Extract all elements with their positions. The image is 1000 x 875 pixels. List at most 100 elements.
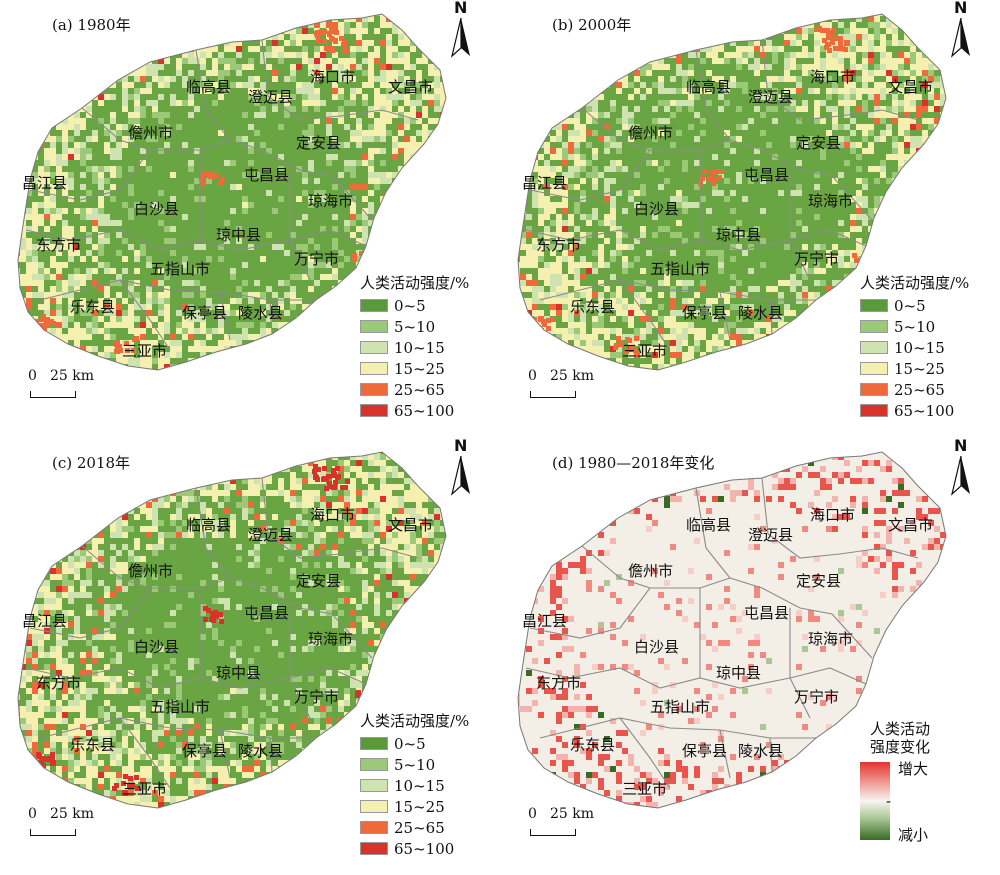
legend-label: 25~65 [394, 818, 445, 837]
change-mid-label: - [886, 792, 892, 810]
legend-swatch [360, 779, 388, 792]
scale-distance: 25 km [550, 368, 595, 384]
panel-title: (d) 1980—2018年变化 [552, 454, 715, 472]
scale-line [30, 829, 76, 836]
panel-title: (a) 1980年 [52, 16, 131, 34]
scale-bar: 0 25 km [526, 368, 596, 408]
map-panel-2: (b) 2000年 临高县 澄迈县 海口市 文昌市 儋州市 定安县 屯昌县 昌江县 琼海市 白沙县琼… [500, 0, 1000, 437]
legend-swatch [360, 383, 388, 396]
legend-item: 65~100 [860, 400, 969, 421]
scale-bar: 0 25 km [26, 806, 96, 846]
place-label: 琼海市 [308, 192, 354, 210]
legend-item: 65~100 [360, 838, 469, 859]
scale-bar: 0 25 km [26, 368, 96, 408]
place-label: 三亚市 [122, 342, 168, 360]
place-label: 昌江县 [22, 174, 68, 192]
place-label: 屯昌县 [244, 604, 290, 622]
place-label: 保亭县 [682, 742, 728, 760]
scale-zero: 0 [528, 368, 537, 384]
place-label: 万宁市 [794, 688, 840, 706]
scale-zero: 0 [28, 368, 37, 384]
scale-distance: 25 km [50, 368, 95, 384]
legend-label: 25~65 [894, 380, 945, 399]
place-label: 白沙县 [134, 638, 180, 656]
legend-label: 0~5 [394, 296, 426, 315]
legend-swatch [360, 821, 388, 834]
place-label: 白沙县 [134, 200, 180, 218]
legend-swatch [360, 800, 388, 813]
place-label: 屯昌县 [244, 166, 290, 184]
place-label: 定安县 [296, 134, 342, 152]
legend-item: 5~10 [360, 754, 469, 775]
place-label: 儋州市 [628, 124, 674, 142]
legend-label: 65~100 [894, 401, 955, 420]
place-label: 定安县 [796, 572, 842, 590]
legend-item: 0~5 [860, 295, 969, 316]
place-label: 临高县 [186, 516, 232, 534]
north-label: N [454, 436, 468, 455]
legend-swatch [860, 341, 888, 354]
place-label: 琼中县 [716, 664, 762, 682]
change-legend-title-2: 强度变化 [870, 738, 931, 756]
north-arrow-icon: N [446, 0, 476, 58]
panel-title: (c) 2018年 [52, 454, 131, 472]
change-gradient [860, 762, 890, 840]
north-arrow-icon: N [446, 436, 476, 496]
legend-swatch [860, 404, 888, 417]
legend-item: 15~25 [360, 796, 469, 817]
place-label: 琼中县 [716, 226, 762, 244]
panel-title: (b) 2000年 [552, 16, 632, 34]
legend-label: 65~100 [394, 839, 455, 858]
north-label: N [954, 0, 968, 17]
place-label: 临高县 [686, 516, 732, 534]
legend-title: 人类活动强度/% [360, 712, 470, 730]
place-label: 乐东县 [70, 298, 116, 316]
place-label: 五指山市 [150, 698, 211, 716]
legend-swatch [360, 341, 388, 354]
change-high-label: 增大 [898, 760, 929, 778]
legend-label: 25~65 [394, 380, 445, 399]
place-label: 三亚市 [622, 342, 668, 360]
legend-item: 25~65 [360, 379, 469, 400]
scale-bar: 0 25 km [526, 806, 596, 846]
legend-item: 15~25 [360, 358, 469, 379]
legend-swatch [360, 299, 388, 312]
place-label: 琼中县 [216, 664, 262, 682]
legend-item: 25~65 [860, 379, 969, 400]
legend-label: 10~15 [894, 338, 945, 357]
legend-item: 15~25 [860, 358, 969, 379]
intensity-legend: 人类活动强度/% 0~5 5~10 10~15 15~25 25~65 65~100 [360, 710, 469, 859]
legend-title: 人类活动强度/% [360, 274, 470, 292]
legend-swatch [360, 842, 388, 855]
legend-item: 65~100 [360, 400, 469, 421]
place-label: 海口市 [810, 506, 856, 524]
change-legend-title-1: 人类活动 [870, 720, 931, 738]
legend-label: 5~10 [894, 317, 936, 336]
place-label: 陵水县 [738, 304, 784, 322]
map-panel-4: (d) 1980—2018年变化 临高县 澄迈县 海口市 文昌市 儋州市 定安县 屯昌县 昌江县… [500, 436, 1000, 875]
island-map [517, 451, 947, 809]
place-label: 昌江县 [522, 612, 568, 630]
map-panel-1: (a) 1980年 临高县 澄迈县 海口市 文昌市 儋州市 定安县 屯昌县 昌江县 琼海市 白沙县琼… [0, 0, 500, 437]
north-arrow-icon: N [946, 0, 976, 58]
place-label: 陵水县 [238, 304, 284, 322]
legend-title: 人类活动强度/% [860, 274, 970, 292]
place-label: 屯昌县 [744, 166, 790, 184]
place-label: 文昌市 [388, 78, 434, 96]
legend-label: 5~10 [394, 317, 436, 336]
legend-item: 0~5 [360, 733, 469, 754]
legend-swatch [860, 362, 888, 375]
legend-swatch [860, 299, 888, 312]
scale-distance: 25 km [50, 806, 95, 822]
place-label: 乐东县 [570, 298, 616, 316]
place-label: 万宁市 [294, 688, 340, 706]
place-label: 昌江县 [22, 612, 68, 630]
legend-swatch [360, 404, 388, 417]
place-label: 琼海市 [808, 630, 854, 648]
place-label: 海口市 [310, 506, 356, 524]
place-label: 澄迈县 [748, 88, 794, 106]
legend-item: 10~15 [360, 775, 469, 796]
legend-swatch [360, 737, 388, 750]
place-label: 万宁市 [794, 250, 840, 268]
place-label: 澄迈县 [248, 88, 294, 106]
